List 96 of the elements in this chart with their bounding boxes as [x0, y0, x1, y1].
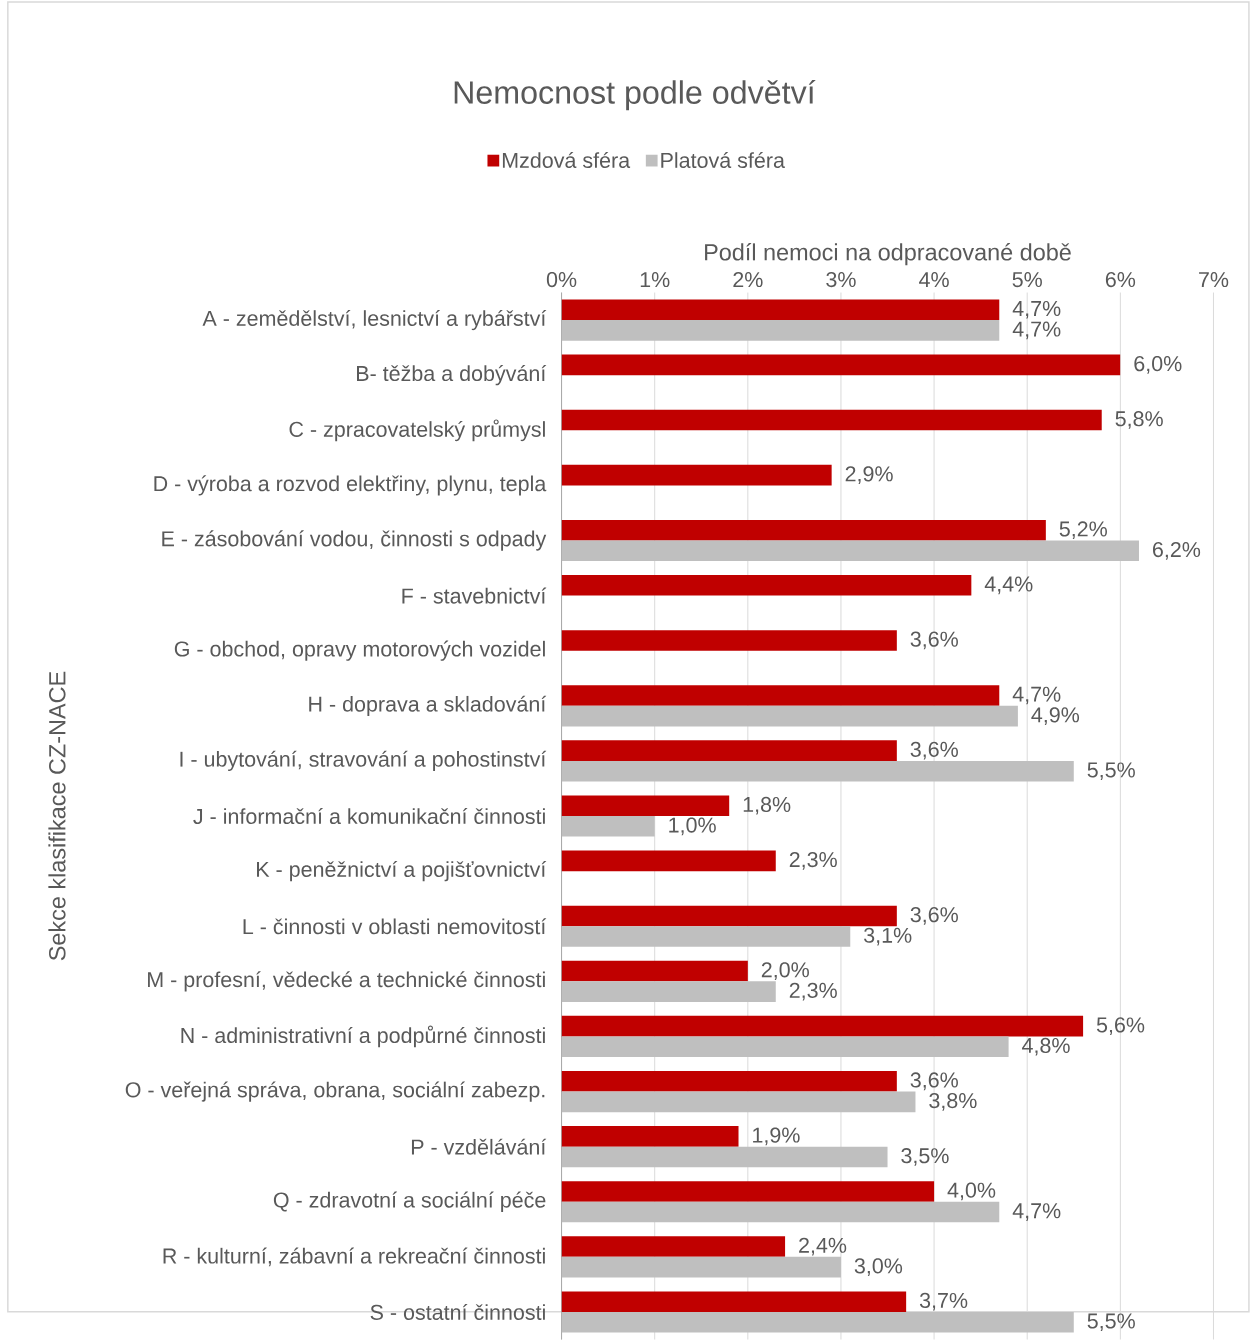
bar: [561, 1291, 907, 1312]
data-label: 2,3%: [789, 982, 837, 1001]
legend-label: Mzdová sféra: [503, 151, 631, 168]
data-label: 6,0%: [1134, 356, 1182, 374]
bar: [561, 1126, 739, 1147]
x-tick-label: 2%: [733, 271, 763, 288]
bar: [561, 630, 897, 651]
data-label: 2,0%: [761, 962, 810, 980]
bar: [561, 1311, 1074, 1333]
y-tick-label: B- těžba a dobývání: [357, 365, 547, 386]
data-label: 5,6%: [1096, 1017, 1145, 1036]
data-label: 4,4%: [984, 576, 1033, 595]
y-tick-label: O - veřejná správa, obrana, sociální zabezp.: [125, 1081, 545, 1102]
x-tick-label: 1%: [640, 272, 670, 288]
y-tick-label: E - zásobování vodou, činnosti s odpady: [162, 530, 547, 551]
y-tick-label: N - administrativní a podpůrné činnosti: [181, 1025, 545, 1048]
bar: [561, 795, 730, 817]
bar: [561, 1015, 1084, 1037]
data-label: 5,5%: [1087, 1313, 1135, 1332]
data-label: 6,2%: [1153, 541, 1201, 560]
bar: [561, 1070, 897, 1092]
chart-title: Nemocnost podle odvětví: [454, 79, 816, 111]
data-label: 3,5%: [901, 1148, 949, 1166]
data-label: 5,8%: [1115, 411, 1163, 429]
bar: [561, 409, 1102, 431]
data-label: 1,0%: [669, 817, 716, 836]
bar: [561, 1256, 842, 1278]
data-label: 4,9%: [1031, 707, 1080, 725]
y-tick-label: K - peněžnictví a pojišťovnictví: [257, 860, 547, 882]
y-tick-label: D - výroba a rozvod elektřiny, plynu, tepla: [154, 475, 547, 496]
legend-label: Platová sféra: [661, 151, 785, 168]
data-label: 3,0%: [854, 1258, 903, 1277]
data-label: 3,8%: [929, 1092, 977, 1111]
bar: [561, 760, 1074, 782]
y-tick-label: J - informační a komunikační činnosti: [193, 808, 545, 825]
bar: [561, 685, 1000, 706]
bar: [561, 740, 897, 761]
y-tick-label: P - vzdělávání: [412, 1138, 547, 1155]
data-label: 3,1%: [864, 927, 912, 946]
y-tick-label: S - ostatní činnosti: [370, 1303, 545, 1320]
bar: [561, 320, 1000, 341]
y-tick-label: H - doprava a skladování: [309, 695, 547, 716]
data-label: 1,8%: [743, 796, 791, 815]
y-tick-label: Q - zdravotní a sociální péče: [273, 1191, 546, 1212]
y-tick-label: L - činnosti v oblasti nemovitostí: [243, 918, 547, 935]
bar: [561, 1201, 1000, 1223]
data-label: 2,9%: [845, 466, 893, 484]
data-label: 3,7%: [919, 1292, 968, 1311]
data-label: 4,0%: [947, 1182, 996, 1201]
x-axis-title: Podíl nemoci na odpracované době: [705, 243, 1071, 266]
bar: [561, 1181, 935, 1202]
data-label: 4,8%: [1022, 1037, 1070, 1056]
data-label: 3,6%: [910, 741, 959, 760]
y-axis-title: Sekce klasifikace CZ-NACE: [48, 671, 66, 961]
bar: [561, 1236, 786, 1257]
x-tick-label: 5%: [1012, 272, 1043, 288]
x-tick-label: 3%: [826, 271, 856, 288]
bar: [561, 299, 1000, 321]
bar: [561, 705, 1018, 727]
bar: [561, 464, 832, 486]
bar: [561, 1091, 916, 1113]
data-label: 1,9%: [753, 1127, 800, 1146]
data-label: 3,6%: [910, 1072, 959, 1091]
bar: [561, 519, 1046, 541]
x-tick-label: 7%: [1199, 272, 1229, 288]
y-tick-label: M - profesní, vědecké a technické činnosti: [148, 971, 545, 992]
bar: [561, 1146, 888, 1168]
data-label: 5,2%: [1059, 521, 1108, 540]
bar: [561, 575, 972, 596]
bar: [561, 1036, 1009, 1058]
bar: [561, 926, 851, 947]
bar: [561, 905, 897, 927]
data-label: 4,7%: [1012, 300, 1061, 319]
data-label: 4,7%: [1012, 1203, 1061, 1221]
data-label: 2,4%: [799, 1237, 847, 1256]
x-tick-label: 6%: [1105, 271, 1136, 288]
data-label: 3,6%: [910, 631, 959, 650]
x-tick-label: 4%: [919, 272, 949, 288]
y-tick-label: G - obchod, opravy motorových vozidel: [174, 640, 545, 661]
bar: [561, 960, 748, 982]
bar: [561, 816, 655, 837]
y-tick-label: I - ubytování, stravování a pohostinství: [180, 750, 547, 772]
y-tick-label: R - kulturní, zábavní a rekreační činnosti: [163, 1247, 545, 1267]
data-label: 2,3%: [789, 851, 837, 870]
y-tick-label: C - zpracovatelský průmysl: [289, 419, 545, 442]
data-label: 4,7%: [1012, 321, 1061, 340]
y-tick-label: F - stavebnictví: [402, 587, 547, 604]
y-tick-label: A - zemědělství, lesnictví a rybářství: [202, 309, 547, 331]
bar: [561, 850, 776, 872]
bar: [561, 354, 1121, 376]
x-tick-label: 0%: [546, 271, 577, 288]
data-label: 5,5%: [1087, 762, 1135, 781]
bar: [561, 981, 776, 1002]
data-label: 3,6%: [910, 907, 959, 925]
bar: [561, 540, 1140, 562]
data-label: 4,7%: [1012, 686, 1061, 705]
